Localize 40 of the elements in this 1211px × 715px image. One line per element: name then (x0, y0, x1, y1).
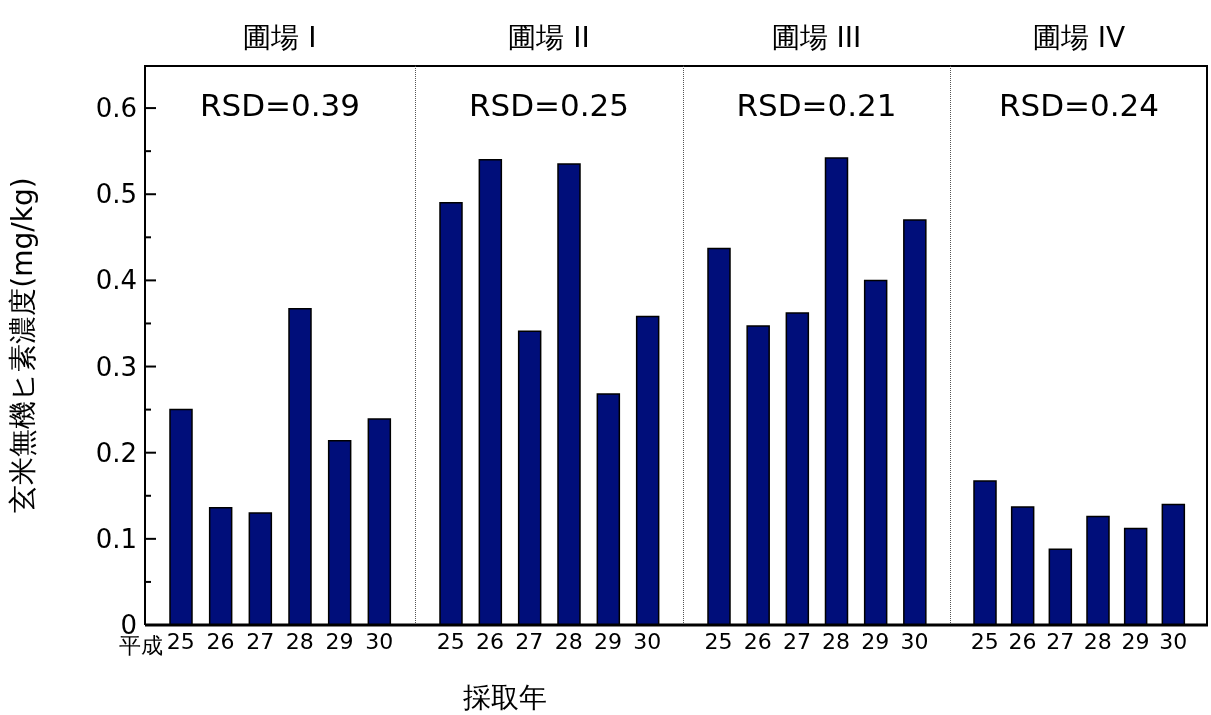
x-tick-label: 25 (436, 628, 465, 654)
x-tick-label: 25 (970, 628, 999, 654)
chart-title: 圃場 II (507, 21, 591, 54)
y-tick-label: 0.5 (95, 179, 137, 210)
y-tick-label: 0.2 (95, 437, 137, 468)
x-tick-label: 26 (476, 628, 504, 654)
x-tick-label: 28 (285, 628, 314, 654)
x-tick-label: 25 (704, 628, 733, 654)
y-tick-label: 0.1 (95, 523, 137, 554)
x-tick-label: 26 (743, 628, 772, 654)
x-tick-label: 28 (822, 628, 851, 654)
x-tick-label: 28 (554, 628, 583, 654)
x-tick-label: 26 (1008, 628, 1037, 654)
x-tick-label: 29 (1121, 628, 1150, 654)
x-tick-label: 30 (900, 628, 929, 654)
x-tick-label: 30 (1159, 628, 1188, 654)
x-tick-label: 29 (594, 628, 622, 654)
x-tick-label: 26 (206, 628, 235, 654)
annotation: RSD=0.39 (198, 87, 362, 123)
chart-title: 圃場 I (242, 21, 318, 54)
x-tick-label: 30 (633, 628, 662, 654)
y-tick-label: 0.6 (95, 93, 137, 124)
x-tick-label: 27 (1046, 628, 1075, 654)
x-tick-label: 29 (861, 628, 890, 654)
x-tick-label: 27 (515, 628, 544, 654)
annotation: RSD=0.25 (467, 87, 631, 123)
y-tick-label: 0.3 (95, 351, 137, 382)
x-axis-title: 採取年 (462, 680, 548, 715)
annotation: RSD=0.21 (735, 87, 898, 123)
x-tick-label: 27 (782, 628, 811, 654)
x-tick-label: 28 (1083, 628, 1112, 654)
x-tick-label: 25 (166, 628, 195, 654)
x-tick-label: 27 (246, 628, 275, 654)
chart-title: 圃場 III (770, 21, 863, 54)
annotation: RSD=0.24 (997, 87, 1161, 123)
y-axis-title: 玄米無機ヒ素濃度(mg/kg) (5, 177, 39, 513)
chart-title: 圃場 IV (1031, 21, 1127, 54)
x-tick-label: 30 (365, 628, 394, 654)
x-tick-label: 29 (325, 628, 354, 654)
y-tick-label: 0.4 (95, 265, 137, 296)
